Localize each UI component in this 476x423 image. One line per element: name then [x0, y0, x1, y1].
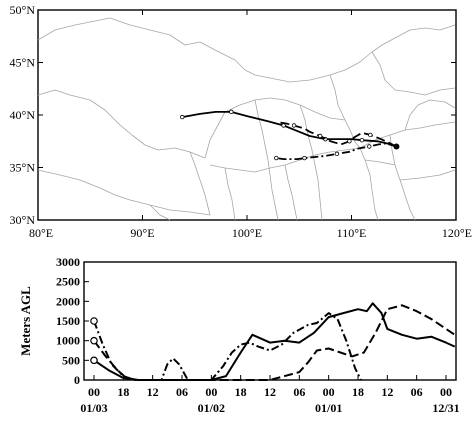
- hour-tick-label: 06: [293, 385, 305, 399]
- map-trajectory-dashdot: [276, 142, 397, 161]
- map-trajectory-marker: [367, 144, 372, 149]
- hour-tick-label: 18: [235, 385, 247, 399]
- lat-tick-label: 35°N: [10, 161, 36, 175]
- map-trajectory-dashed: [278, 121, 397, 148]
- hour-tick-label: 06: [176, 385, 188, 399]
- date-tick-label: 12/31: [432, 401, 459, 415]
- y-tick-label: 2000: [56, 294, 80, 308]
- map-trajectory-marker: [359, 137, 365, 143]
- map-trajectory-marker: [317, 133, 323, 139]
- height-chart-panel: Meters AGL 0 500 1000 1500 2000 2500 3000 00 18 1…: [18, 255, 460, 415]
- map-trajectory-marker: [347, 139, 352, 144]
- map-trajectories: [180, 109, 400, 161]
- map-panel: 80°E 90°E 100°E 110°E 120°E 30°N 35°N 40°N 45°N 5…: [10, 3, 472, 240]
- y-tick-label: 0: [74, 373, 80, 387]
- hour-tick-label: 00: [323, 385, 335, 399]
- country-border-west: [37, 89, 206, 159]
- date-tick-label: 01/01: [315, 401, 342, 415]
- province-border-9: [224, 167, 236, 221]
- lat-tick-label: 40°N: [10, 108, 36, 122]
- province-border-11: [404, 99, 456, 131]
- y-tick-label: 1000: [56, 334, 80, 348]
- province-border-12: [364, 159, 396, 166]
- province-border-13: [399, 169, 456, 181]
- y-tick-label: 3000: [56, 255, 80, 269]
- map-borders: [37, 17, 456, 221]
- hour-tick-label: 12: [264, 385, 276, 399]
- date-tick-label: 01/03: [80, 401, 107, 415]
- country-border-southwest: [37, 169, 211, 216]
- chart-series: [90, 302, 456, 381]
- country-border-north: [37, 17, 456, 83]
- map-trajectory-marker: [291, 123, 297, 128]
- hour-tick-label: 18: [352, 385, 364, 399]
- lon-tick-label: 110°E: [337, 226, 367, 240]
- chart-ticks: 0 500 1000 1500 2000 2500 3000 00 18 12 06 00 18 12 06…: [56, 255, 460, 415]
- province-border-14: [284, 164, 298, 221]
- map-trajectory-marker: [274, 155, 279, 161]
- map-trajectory-marker: [334, 151, 340, 157]
- height-series-dashdot: [93, 312, 362, 381]
- map-trajectory-marker: [180, 114, 185, 120]
- map-trajectory-marker: [281, 123, 286, 128]
- hour-tick-label: 00: [88, 385, 100, 399]
- lon-tick-label: 80°E: [29, 226, 53, 240]
- lat-tick-label: 50°N: [10, 3, 36, 17]
- country-border-northeast: [371, 51, 456, 96]
- map-ticks: 80°E 90°E 100°E 110°E 120°E 30°N 35°N 40°N 45°N 5…: [10, 3, 472, 240]
- y-tick-label: 1500: [56, 314, 80, 328]
- hour-tick-label: 18: [117, 385, 129, 399]
- hour-tick-label: 06: [411, 385, 423, 399]
- date-tick-label: 01/02: [198, 401, 225, 415]
- province-border-15: [189, 151, 211, 216]
- y-tick-label: 2500: [56, 275, 80, 289]
- hour-tick-label: 00: [440, 385, 452, 399]
- map-trajectory-marker: [302, 155, 307, 161]
- province-border-8: [329, 74, 346, 121]
- chart-frame: [83, 261, 457, 381]
- y-tick-label: 500: [62, 353, 80, 367]
- lon-tick-label: 120°E: [442, 226, 472, 240]
- map-trajectory-solid: [182, 111, 397, 148]
- province-border-10: [149, 204, 171, 221]
- height-series-dashed: [93, 304, 456, 381]
- lat-tick-label: 30°N: [10, 213, 36, 227]
- lat-tick-label: 45°N: [10, 56, 36, 70]
- map-trajectory-marker: [368, 132, 373, 138]
- lon-tick-label: 90°E: [130, 226, 154, 240]
- start-height-marker: [90, 356, 98, 365]
- lon-tick-label: 100°E: [232, 226, 262, 240]
- y-axis-title: Meters AGL: [18, 286, 33, 356]
- hour-tick-label: 12: [381, 385, 393, 399]
- start-height-marker: [90, 317, 98, 325]
- hour-tick-label: 12: [147, 385, 159, 399]
- hour-tick-label: 00: [205, 385, 217, 399]
- province-border-1: [204, 97, 346, 159]
- map-trajectory-marker: [229, 109, 234, 115]
- start-height-marker: [90, 336, 98, 345]
- map-frame: [37, 9, 457, 221]
- source-location-marker: [393, 143, 400, 150]
